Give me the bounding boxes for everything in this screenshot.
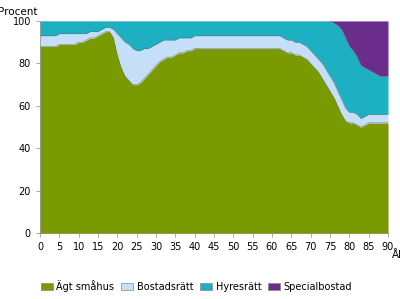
Legend: Ägt småhus, Bostadsrätt, Hyresrätt, Specialbostad: Ägt småhus, Bostadsrätt, Hyresrätt, Spec…: [37, 276, 356, 296]
Text: Ålder: Ålder: [392, 250, 400, 260]
Text: Procent: Procent: [0, 7, 38, 17]
